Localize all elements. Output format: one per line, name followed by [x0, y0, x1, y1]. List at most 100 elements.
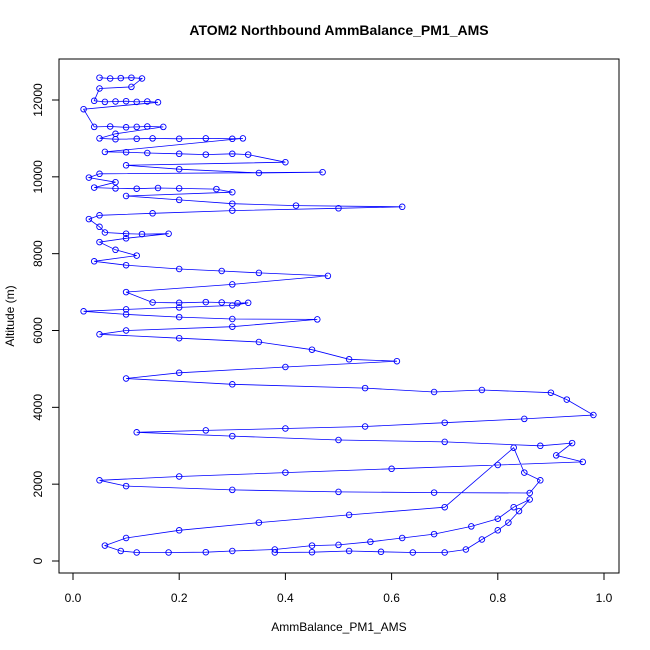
data-point: [122, 148, 130, 156]
data-point: [521, 415, 528, 423]
x-tick-label: 0.2: [171, 591, 188, 605]
data-point: [388, 465, 395, 473]
data-point: [117, 74, 125, 82]
data-point: [202, 427, 210, 434]
data-point: [160, 123, 167, 131]
data-point: [255, 169, 263, 177]
data-point: [144, 149, 151, 157]
data-point: [112, 246, 119, 254]
data-point: [244, 151, 252, 158]
data-point: [165, 549, 172, 556]
y-tick-label: 8000: [31, 240, 45, 267]
data-point: [229, 486, 236, 494]
data-point: [218, 299, 225, 306]
data-point: [282, 363, 289, 371]
data-point: [441, 503, 448, 511]
data-point: [112, 135, 119, 143]
data-point: [175, 527, 183, 534]
data-point: [175, 196, 183, 204]
data-point: [128, 83, 135, 91]
data-point: [398, 534, 406, 542]
y-tick-label: 2000: [31, 470, 45, 497]
data-point: [133, 429, 140, 436]
data-point: [96, 74, 103, 81]
data-point: [229, 323, 236, 330]
data-point: [175, 304, 183, 311]
data-point: [112, 185, 119, 192]
data-point: [117, 547, 125, 555]
data-point: [101, 229, 109, 236]
x-tick-label: 0.6: [383, 591, 400, 605]
data-point: [96, 170, 103, 178]
data-point: [515, 507, 523, 515]
data-point: [398, 203, 406, 211]
data-point: [154, 99, 162, 106]
data-point: [149, 135, 156, 142]
y-axis: 0 2000 4000 6000 8000 10000 12000: [31, 83, 60, 564]
data-point: [96, 477, 103, 484]
data-point: [393, 357, 401, 365]
chart-title: ATOM2 Northbound AmmBalance_PM1_AMS: [189, 22, 488, 38]
y-tick-label: 12000: [31, 83, 45, 117]
data-point: [138, 230, 146, 238]
data-point: [96, 223, 103, 231]
data-point: [101, 98, 109, 106]
data-point: [149, 210, 156, 217]
data-point: [478, 536, 486, 543]
data-point: [133, 549, 140, 556]
data-point: [175, 369, 183, 377]
y-tick-label: 0: [31, 557, 45, 564]
data-point: [377, 548, 385, 556]
data-point: [229, 381, 236, 388]
data-point: [90, 123, 98, 131]
data-point: [361, 423, 369, 430]
data-point: [122, 311, 130, 318]
data-point: [90, 184, 98, 191]
data-point: [409, 549, 417, 556]
data-point: [229, 207, 236, 214]
data-point: [213, 185, 220, 193]
y-axis-label: Altitude (m): [3, 285, 17, 346]
data-point: [128, 74, 135, 81]
data-point: [122, 534, 130, 542]
data-point: [430, 489, 438, 496]
data-point: [229, 200, 236, 207]
x-axis-label: AmmBalance_PM1_AMS: [271, 620, 406, 634]
data-point: [229, 281, 236, 288]
data-point: [85, 174, 93, 181]
data-point: [367, 538, 374, 546]
data-point: [101, 542, 109, 549]
data-point: [282, 469, 289, 476]
data-point: [202, 298, 210, 306]
x-axis: 0.0 0.2 0.4 0.6 0.8 1.0: [65, 572, 613, 605]
data-point: [218, 267, 225, 275]
data-point: [521, 469, 528, 476]
data-point: [122, 327, 130, 334]
x-tick-label: 1.0: [596, 591, 613, 605]
data-point: [122, 306, 130, 313]
y-tick-label: 10000: [31, 160, 45, 194]
data-point: [112, 178, 119, 186]
data-point: [335, 436, 342, 444]
data-point: [505, 519, 512, 526]
data-point: [255, 338, 263, 346]
data-point: [361, 384, 369, 392]
data-point: [90, 258, 98, 265]
data-point: [335, 205, 342, 212]
data-point: [234, 299, 241, 307]
data-point: [537, 442, 544, 450]
data-point: [175, 313, 183, 321]
data-point: [563, 396, 571, 403]
y-tick-label: 6000: [31, 317, 45, 344]
data-point: [122, 235, 130, 242]
data-point: [96, 238, 103, 246]
series-line: [82, 77, 595, 553]
data-point: [255, 269, 263, 277]
data-point: [229, 188, 236, 196]
data-point: [122, 124, 130, 131]
data-point: [90, 97, 98, 105]
data-point: [122, 97, 130, 105]
data-point: [292, 202, 300, 209]
data-point: [80, 308, 87, 315]
